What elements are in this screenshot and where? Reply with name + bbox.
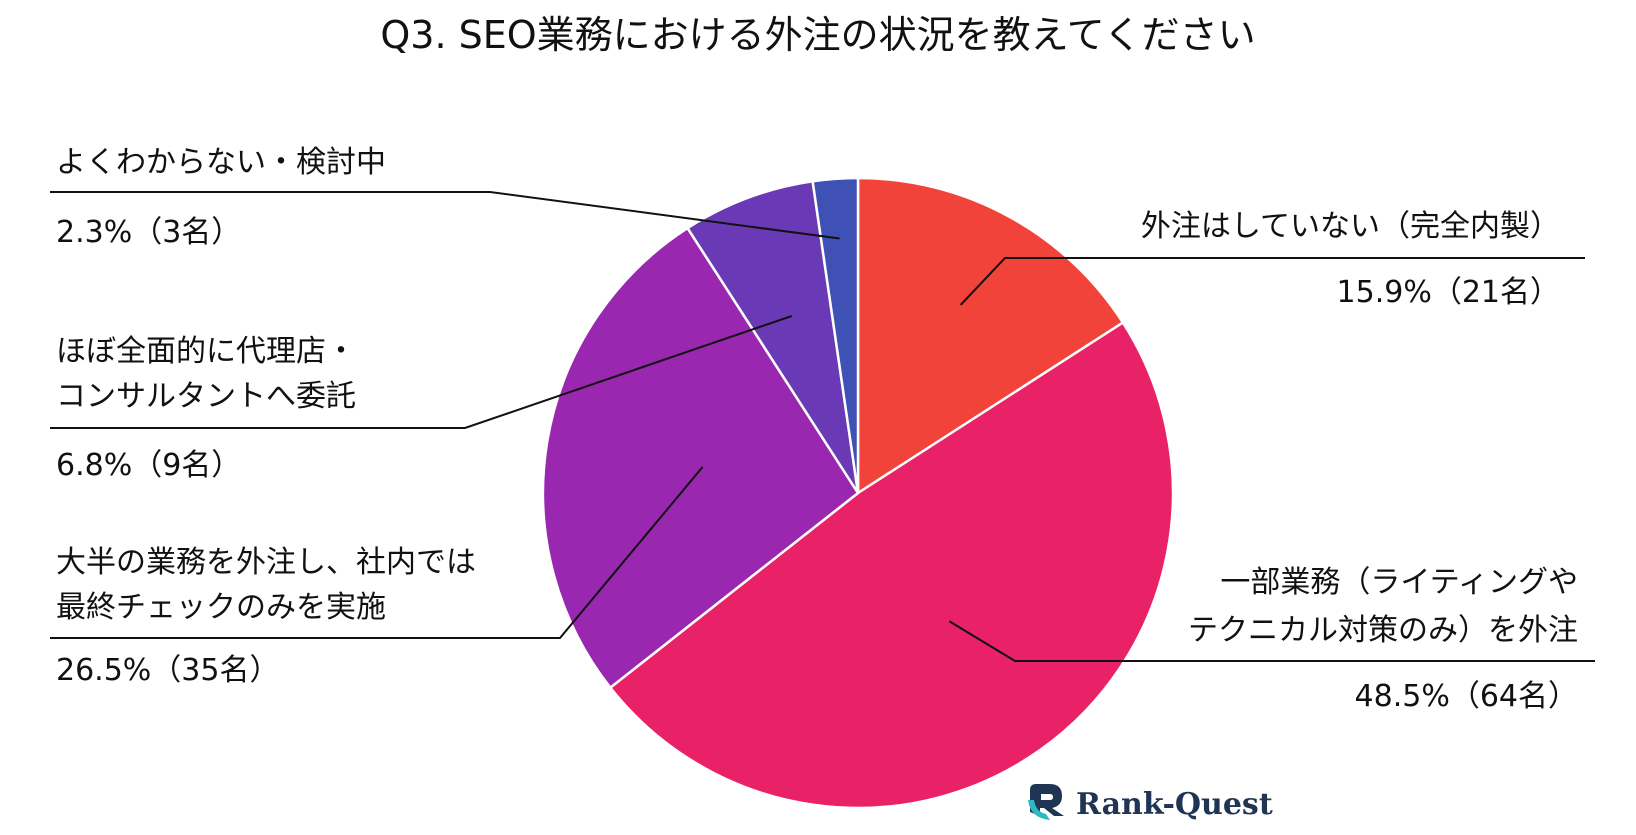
slice-value-label-2: 48.5%（64名） — [1355, 679, 1578, 714]
leader-line-3 — [50, 466, 704, 639]
slice-value-label-4: 6.8%（9名） — [56, 448, 241, 483]
slice-label-1: 外注はしていない（完全内製） — [1141, 209, 1560, 244]
pie-slices — [541, 176, 1175, 810]
leader-line-4 — [50, 315, 793, 429]
slice-label-4: ほぼ全面的に代理店・ — [56, 334, 356, 369]
slice-label-2: 一部業務（ライティングや — [1220, 565, 1578, 600]
slice-value-label-5: 2.3%（3名） — [56, 215, 241, 250]
slice-label-4: コンサルタントへ委託 — [56, 379, 356, 414]
slice-value-label-1: 15.9%（21名） — [1337, 275, 1560, 310]
pie-slice-2 — [608, 320, 1175, 810]
logo-text: Rank-Quest — [1076, 787, 1273, 822]
slice-label-5: よくわからない・検討中 — [56, 145, 386, 180]
leader-lines — [50, 191, 1595, 662]
pie-slice-5 — [811, 176, 860, 494]
pie-slice-3 — [541, 226, 860, 690]
pie-slice-1 — [856, 176, 1125, 496]
chart-title: Q3. SEO業務における外注の状況を教えてください — [380, 13, 1255, 57]
slice-label-3: 大半の業務を外注し、社内では — [56, 545, 476, 580]
slice-label-3: 最終チェックのみを実施 — [56, 590, 386, 625]
leader-line-1 — [959, 257, 1585, 306]
leader-line-5 — [50, 191, 840, 240]
rank-quest-logo-icon — [1028, 784, 1064, 820]
slice-labels: 外注はしていない（完全内製） 15.9%（21名） 一部業務（ライティングやテクニカ… — [56, 145, 1578, 714]
pie-slice-4 — [685, 179, 860, 494]
slice-label-2: テクニカル対策のみ）を外注 — [1188, 613, 1578, 648]
leader-line-2 — [948, 620, 1595, 662]
slice-value-label-3: 26.5%（35名） — [56, 653, 279, 688]
rank-quest-logo: Rank-Quest — [1028, 784, 1273, 822]
